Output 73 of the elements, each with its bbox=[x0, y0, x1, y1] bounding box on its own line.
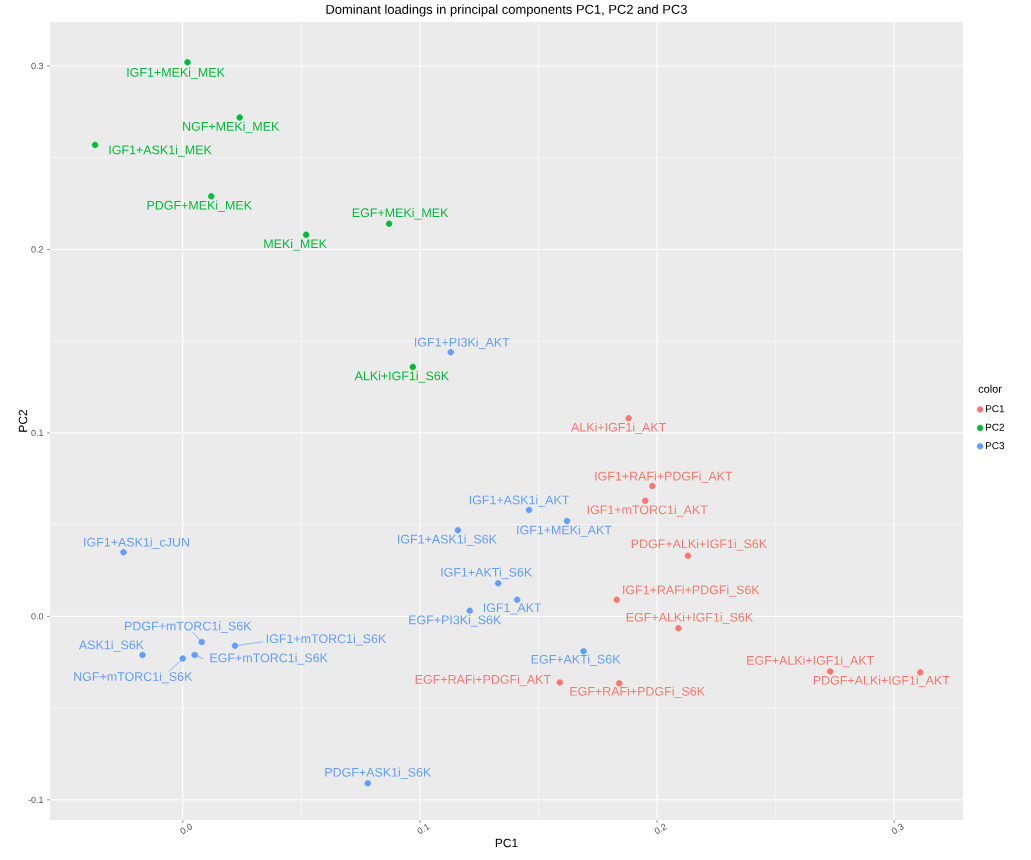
x-axis-title: PC1 bbox=[495, 838, 518, 848]
annotation: ALKi+IGF1i_AKT bbox=[571, 422, 666, 434]
point bbox=[642, 497, 649, 504]
annotation: PDGF+mTORC1i_S6K bbox=[125, 621, 252, 633]
chart-title: Dominant loadings in principal components PC1, PC2 and PC3 bbox=[326, 4, 687, 17]
point bbox=[364, 780, 371, 787]
annotation: NGF+MEKi_MEK bbox=[183, 121, 280, 134]
point bbox=[447, 349, 454, 356]
point bbox=[385, 220, 393, 227]
y-tick-label: 0.3 bbox=[31, 62, 44, 70]
annotation: PDGF+ALKi+IGF1i_AKT bbox=[813, 675, 950, 688]
annotation: PDGF+ALKi+IGF1i_S6K bbox=[631, 539, 767, 551]
annotation: EGF+AKTi_S6K bbox=[531, 654, 621, 666]
point bbox=[684, 552, 692, 560]
legend-label: PC3 bbox=[985, 442, 1005, 450]
annotation: IGF1+ASK1i_AKT bbox=[469, 495, 570, 507]
annotation: IGF1+RAFi+PDGFi_AKT bbox=[595, 471, 733, 483]
point bbox=[563, 517, 571, 525]
annotation: IGF1+ASK1i_cJUN bbox=[84, 537, 189, 549]
legend-title: color bbox=[978, 384, 1002, 393]
point bbox=[675, 625, 682, 632]
point bbox=[495, 580, 502, 587]
point bbox=[409, 363, 417, 371]
point bbox=[184, 59, 191, 66]
annotation: EGF+RAFi+PDGFi_AKT bbox=[415, 674, 551, 687]
annotation: IGF1+PI3Ki_AKT bbox=[415, 337, 510, 349]
annotation: ASK1i_S6K bbox=[78, 640, 144, 652]
annotation: IGF1+ASK1i_MEK bbox=[109, 145, 212, 157]
annotation: NGF+mTORC1i_S6K bbox=[74, 671, 193, 684]
y-tick-label: 0.0 bbox=[31, 613, 44, 620]
y-axis-title: PC2 bbox=[18, 409, 28, 432]
point bbox=[91, 141, 99, 149]
point bbox=[139, 651, 146, 659]
y-tick-label: 0.1 bbox=[31, 429, 44, 437]
point bbox=[231, 642, 239, 649]
annotation: IGF1+MEKi_MEK bbox=[127, 67, 225, 80]
point bbox=[179, 655, 186, 662]
y-tick-label: 0.2 bbox=[31, 246, 44, 253]
annotation: IGF1_AKT bbox=[483, 603, 542, 615]
point bbox=[613, 596, 620, 604]
point bbox=[454, 526, 462, 534]
point bbox=[625, 415, 632, 422]
legend-label: PC1 bbox=[985, 405, 1005, 413]
annotation: PDGF+ASK1i_S6K bbox=[325, 767, 432, 780]
x-tick-label: 0.1 bbox=[417, 823, 430, 834]
annotation: IGF1+RAFi+PDGFi_S6K bbox=[623, 585, 760, 597]
x-tick-label: 0.2 bbox=[654, 823, 667, 834]
annotation: IGF1+mTORC1i_AKT bbox=[587, 505, 708, 517]
annotation: PDGF+MEKi_MEK bbox=[147, 200, 252, 213]
legend-label: PC2 bbox=[985, 423, 1005, 431]
point bbox=[198, 638, 205, 646]
annotation: ALKi+IGF1i_S6K bbox=[354, 371, 449, 383]
point bbox=[302, 231, 310, 238]
annotation: IGF1+ASK1i_S6K bbox=[398, 534, 497, 546]
point bbox=[236, 114, 243, 121]
annotation: EGF+RAFi+PDGFi_S6K bbox=[570, 686, 705, 699]
annotation: EGF+MEKi_MEK bbox=[352, 208, 449, 220]
annotation: EGF+ALKi+IGF1i_AKT bbox=[747, 655, 874, 668]
x-tick-label: 0.0 bbox=[180, 823, 192, 834]
point bbox=[191, 651, 198, 659]
annotation: MEKi_MEK bbox=[264, 239, 327, 251]
y-tick-label: -0.1 bbox=[28, 796, 44, 803]
annotation: IGF1+AKTi_S6K bbox=[441, 567, 533, 580]
x-tick-label: 0.3 bbox=[891, 823, 904, 834]
point bbox=[556, 679, 564, 686]
annotation: IGF1+MEKi_AKT bbox=[517, 525, 612, 537]
annotation: EGF+mTORC1i_S6K bbox=[210, 653, 328, 665]
annotation: IGF1+mTORC1i_S6K bbox=[266, 633, 387, 646]
point bbox=[208, 193, 215, 200]
annotation: EGF+ALKi+IGF1i_S6K bbox=[626, 612, 753, 625]
point bbox=[827, 668, 834, 675]
point bbox=[466, 607, 473, 615]
annotation: EGF+PI3Ki_S6K bbox=[409, 615, 502, 627]
